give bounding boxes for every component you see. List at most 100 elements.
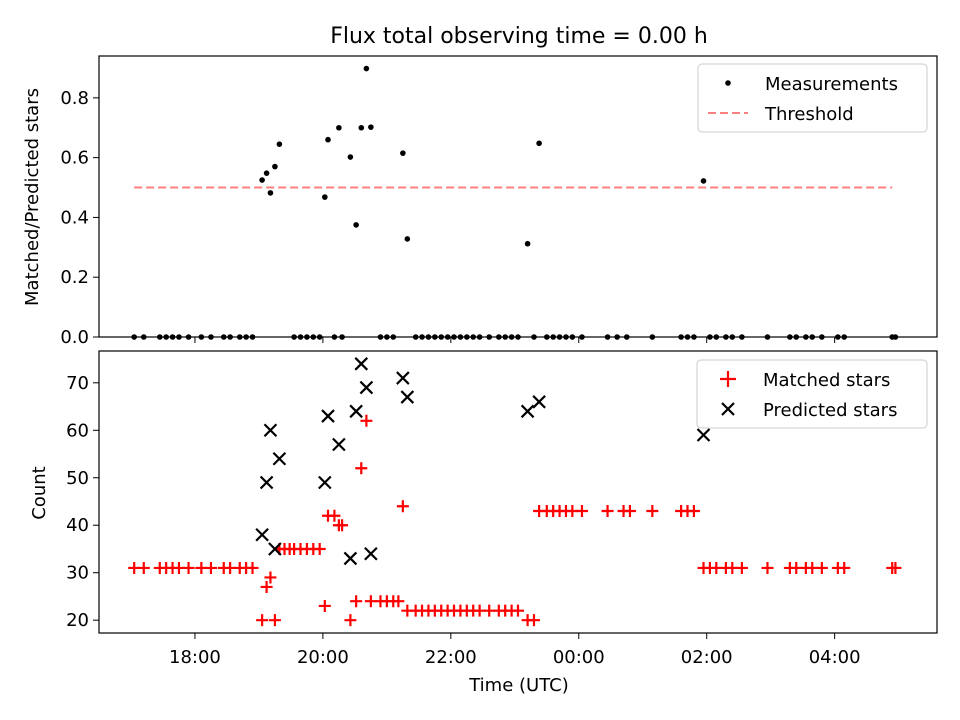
measurement-point — [353, 222, 359, 228]
matched-star-point — [204, 561, 217, 574]
measurement-point — [404, 236, 411, 242]
matched-star-point — [318, 599, 331, 612]
matched-star-point — [268, 614, 281, 627]
predicted-star-point — [532, 395, 546, 409]
legend-matched-marker — [720, 371, 736, 387]
matched-star-point — [889, 561, 902, 574]
bottom-y-tick-label: 40 — [66, 515, 89, 536]
legend-measurements-marker — [725, 80, 731, 86]
predicted-star-point — [364, 546, 378, 561]
matched-star-point — [264, 571, 277, 584]
top-legend-box — [697, 63, 928, 133]
matched-star-point — [601, 504, 614, 517]
measurement-point — [400, 150, 406, 156]
predicted-star-point — [272, 451, 287, 466]
matched-star-point — [527, 614, 540, 627]
matched-star-point — [350, 595, 363, 608]
matched-star-point — [336, 519, 349, 532]
measurement-point — [347, 154, 354, 160]
x-tick-label: 18:00 — [169, 647, 221, 668]
x-tick-label: 02:00 — [681, 647, 733, 668]
measurement-point — [259, 177, 265, 183]
bottom-y-tick-label: 30 — [66, 563, 89, 584]
matched-star-point — [735, 561, 748, 574]
matched-star-point — [623, 504, 636, 517]
matched-star-point — [256, 614, 269, 627]
measurement-point — [358, 124, 365, 131]
legend-measurements-label: Measurements — [765, 74, 898, 95]
bottom-panel: 20 30 40 50 60 70 18:00 20:00 22:00 00:00 02:00 04… — [29, 350, 938, 696]
bottom-legend-box — [696, 359, 928, 429]
matched-star-point — [344, 614, 357, 627]
matched-star-point — [396, 500, 409, 513]
predicted-star-point — [263, 423, 278, 438]
x-tick-label: 04:00 — [809, 647, 861, 668]
predicted-star-point — [318, 475, 332, 490]
measurement-point — [322, 194, 328, 200]
matched-star-point — [328, 509, 341, 522]
matched-star-point — [355, 462, 368, 475]
bottom-y-tick-label: 20 — [66, 610, 89, 631]
predicted-star-point — [343, 551, 358, 566]
matched-star-point — [687, 504, 700, 517]
x-tick-label: 20:00 — [297, 647, 349, 668]
measurement-point — [272, 163, 278, 170]
top-y-ticks: 0.0 0.2 0.4 0.6 0.8 — [60, 88, 99, 348]
top-y-tick-label: 0.4 — [60, 207, 89, 228]
bottom-y-tick-label: 70 — [66, 373, 89, 394]
predicted-star-point — [332, 437, 346, 452]
matched-star-point — [815, 561, 828, 574]
matched-star-point — [575, 504, 588, 517]
predicted-star-point — [349, 404, 363, 419]
top-panel: 0.00.20.40.60.8 Matched/Predicted stars … — [22, 55, 938, 348]
legend-predicted-marker — [721, 402, 735, 416]
matched-star-point — [392, 595, 405, 608]
predicted-star-point — [268, 542, 282, 556]
predicted-star-point — [255, 527, 269, 542]
top-x-ticks — [194, 337, 836, 343]
top-y-axis-label: Matched/Predicted stars — [22, 88, 43, 306]
top-y-tick-label: 0.2 — [60, 267, 89, 288]
top-legend: Measurements Threshold — [697, 63, 928, 133]
matched-star-point — [137, 561, 150, 574]
top-y-tick-label: 0.8 — [60, 88, 89, 109]
bottom-y-ticks: 20 30 40 50 60 70 — [66, 373, 99, 631]
measurement-point — [263, 170, 270, 176]
predicted-star-point — [259, 475, 274, 490]
bottom-panel-data — [128, 357, 902, 627]
top-axes-frame — [98, 55, 938, 338]
measurement-point — [363, 65, 370, 72]
measurement-point — [536, 140, 542, 147]
bottom-y-tick-label: 60 — [66, 420, 89, 441]
matched-star-point — [246, 561, 259, 574]
matched-star-point — [260, 580, 273, 593]
x-axis-label: Time (UTC) — [468, 675, 569, 696]
predicted-star-point — [354, 357, 369, 371]
predicted-star-point — [396, 371, 410, 385]
matched-star-point — [646, 504, 659, 517]
measurement-point — [368, 124, 374, 130]
x-tick-label: 22:00 — [425, 647, 477, 668]
matched-star-point — [360, 414, 373, 427]
x-tick-label: 00:00 — [553, 647, 605, 668]
top-y-tick-label: 0.6 — [60, 148, 89, 169]
measurement-point — [267, 190, 274, 196]
predicted-star-point — [400, 390, 415, 404]
bottom-x-ticks: 18:00 20:00 22:00 00:00 02:00 04:00 — [169, 633, 861, 668]
measurement-point — [524, 240, 531, 247]
matched-star-point — [313, 542, 326, 555]
matched-star-point — [761, 561, 774, 574]
measurement-point — [276, 141, 283, 147]
top-y-tick-label: 0.0 — [60, 327, 89, 348]
bottom-y-tick-label: 50 — [66, 468, 89, 489]
predicted-star-point — [359, 380, 374, 395]
measurement-point — [325, 136, 331, 143]
measurement-point — [336, 124, 342, 131]
legend-matched-label: Matched stars — [763, 370, 890, 391]
matched-star-point — [512, 604, 524, 617]
bottom-axes-frame — [98, 350, 938, 634]
predicted-star-point — [696, 428, 711, 442]
predicted-star-point — [321, 409, 335, 423]
legend-threshold-label: Threshold — [764, 104, 854, 125]
